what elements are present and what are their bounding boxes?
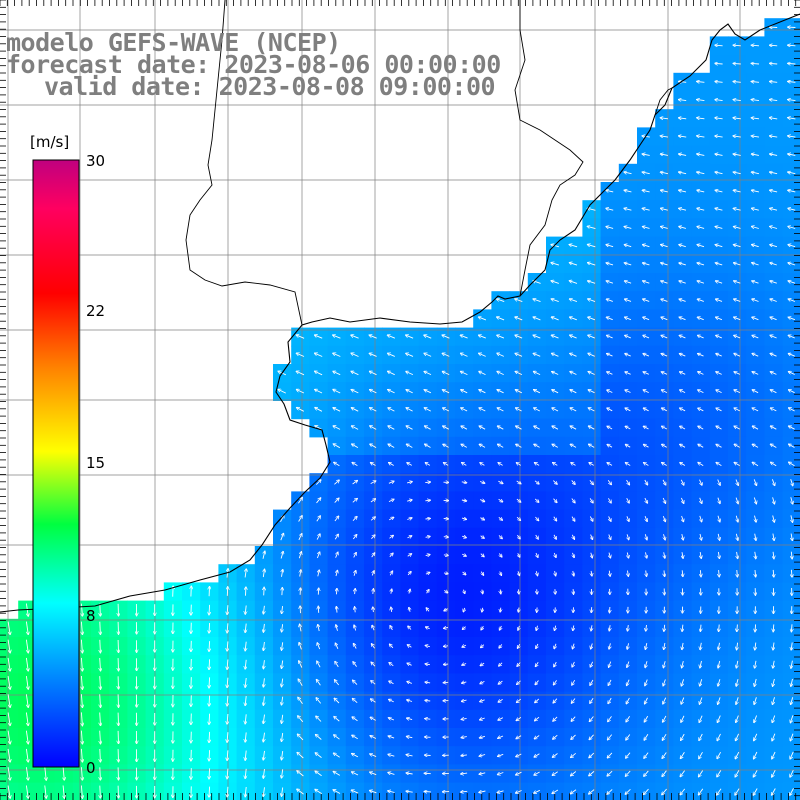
- wind-arrow: [425, 719, 431, 720]
- wind-arrow: [788, 63, 796, 64]
- wind-arrow: [500, 607, 501, 612]
- wind-arrow: [700, 570, 701, 576]
- speed-cell: [782, 491, 800, 511]
- wind-arrow: [373, 607, 374, 613]
- wind-arrow: [755, 569, 756, 577]
- wind-arrow: [715, 45, 723, 46]
- wind-arrow: [700, 624, 701, 631]
- valid-date: valid date: 2023-08-08 09:00:00: [44, 72, 496, 101]
- wind-arrow: [737, 624, 738, 632]
- wind-arrow: [209, 677, 210, 687]
- wind-arrow: [209, 695, 210, 706]
- wind-speed-field: [0, 18, 800, 800]
- wind-arrow: [719, 624, 720, 632]
- wind-arrow: [209, 786, 210, 797]
- wind-arrow: [209, 750, 210, 760]
- wind-arrow: [443, 555, 448, 556]
- colorbar-tick-15: 15: [86, 454, 106, 472]
- wind-arrow: [100, 748, 101, 762]
- wind-arrow: [373, 589, 374, 594]
- wind-arrow: [773, 569, 774, 577]
- wind-arrow: [100, 767, 101, 779]
- colorbar-unit: [m/s]: [30, 133, 70, 151]
- wind-arrow: [737, 569, 738, 577]
- wind-arrow: [425, 700, 431, 701]
- wind-arrow: [209, 604, 210, 615]
- colorbar-tick-0: 0: [86, 759, 96, 777]
- wind-arrow: [755, 624, 756, 631]
- wind-arrow: [100, 603, 101, 616]
- wind-arrow: [719, 570, 720, 576]
- wind-arrow: [682, 570, 683, 576]
- wind-arrow: [752, 63, 760, 64]
- wind-arrow: [733, 45, 741, 46]
- wind-arrow: [425, 482, 430, 483]
- wind-arrow: [355, 589, 356, 595]
- wind-arrow: [100, 639, 101, 653]
- wind-arrow: [664, 570, 665, 576]
- wind-arrow: [209, 659, 210, 669]
- speed-cell: [327, 782, 347, 800]
- wind-arrow: [336, 607, 337, 613]
- wind-arrow: [500, 589, 501, 594]
- wind-arrow: [100, 785, 101, 798]
- wind-arrow: [733, 63, 741, 64]
- speed-cell: [782, 418, 800, 438]
- wind-arrow: [770, 63, 778, 64]
- wind-arrow: [209, 731, 210, 742]
- wind-arrow: [788, 45, 796, 46]
- speed-cell: [309, 782, 329, 800]
- speed-cell: [291, 782, 310, 800]
- wind-arrow: [100, 621, 101, 634]
- wind-arrow: [444, 646, 449, 647]
- wind-arrow: [773, 624, 774, 631]
- wind-arrow: [209, 641, 210, 651]
- wind-arrow: [209, 768, 210, 778]
- speed-cell: [382, 782, 401, 800]
- speed-cell: [345, 782, 365, 800]
- wind-arrow: [209, 622, 210, 633]
- wind-arrow: [425, 518, 430, 519]
- wind-arrow: [209, 713, 210, 724]
- wind-arrow: [752, 45, 760, 46]
- wind-arrow: [770, 45, 778, 46]
- wind-arrow: [355, 607, 356, 613]
- wind-arrow: [791, 569, 792, 577]
- wind-arrow: [791, 624, 792, 631]
- speed-cell: [782, 455, 800, 474]
- colorbar-tick-22: 22: [86, 302, 106, 320]
- wind-arrow: [518, 607, 519, 612]
- colorbar-tick-30: 30: [86, 152, 106, 170]
- wind-arrow: [425, 500, 430, 501]
- colorbar-tick-8: 8: [86, 607, 96, 625]
- wind-arrow: [715, 63, 723, 64]
- speed-cell: [782, 782, 800, 800]
- colorbar: [32, 159, 80, 768]
